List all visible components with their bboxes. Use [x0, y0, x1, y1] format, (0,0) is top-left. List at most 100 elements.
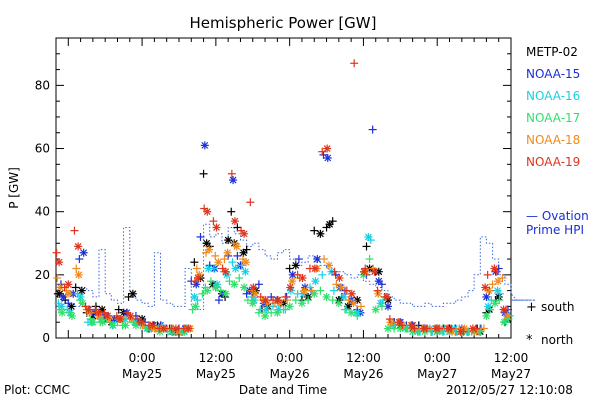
point-south: [293, 270, 302, 279]
legend-south-label: south: [541, 300, 575, 314]
x-tick-label-time: 0:00: [424, 351, 451, 365]
timestamp: 2012/05/27 12:10:08: [446, 383, 573, 397]
x-axis-label: Date and Time: [239, 383, 327, 397]
x-tick-label-date: May26: [270, 367, 310, 381]
point-north: [232, 242, 241, 251]
x-tick-label-date: May25: [196, 367, 236, 381]
point-north: [77, 286, 86, 295]
point-north: [360, 267, 369, 276]
point-north: [191, 302, 200, 311]
y-tick-label: 60: [35, 142, 50, 156]
legend-south-symbol: +: [526, 300, 537, 315]
point-north: [419, 324, 428, 333]
point-north: [84, 305, 93, 314]
point-north: [200, 141, 209, 150]
satellite-points: [52, 59, 514, 336]
point-north: [94, 308, 103, 317]
point-north: [205, 245, 214, 254]
point-north: [347, 289, 356, 298]
point-north: [159, 324, 168, 333]
point-north: [148, 321, 157, 330]
x-tick-label-time: 12:00: [199, 351, 234, 365]
point-south: [483, 270, 492, 279]
point-south: [291, 296, 300, 305]
point-north: [322, 292, 331, 301]
point-north: [190, 292, 199, 301]
point-north: [323, 144, 332, 153]
point-south: [498, 274, 507, 282]
x-tick-label-date: May27: [491, 367, 531, 381]
point-south: [227, 169, 236, 178]
point-north: [316, 229, 325, 238]
legend-item-noaa-18: NOAA-18: [526, 133, 580, 147]
point-north: [374, 277, 383, 286]
point-south: [342, 286, 351, 295]
point-south: [294, 255, 303, 264]
point-north: [251, 289, 260, 298]
legend-item-noaa-15: NOAA-15: [526, 67, 580, 81]
point-south: [340, 305, 349, 314]
point-north: [231, 264, 240, 273]
point-south: [330, 267, 339, 276]
point-north: [370, 267, 379, 276]
point-south: [196, 232, 205, 241]
legend: METP-02 NOAA-15 NOAA-16 NOAA-17 NOAA-18 …: [526, 45, 589, 348]
y-tick-label: 20: [35, 268, 50, 282]
point-north: [503, 311, 512, 320]
point-north: [85, 308, 94, 317]
point-north: [349, 299, 358, 308]
point-north: [88, 318, 97, 327]
point-north: [74, 242, 83, 251]
point-north: [325, 261, 333, 270]
point-north: [67, 311, 76, 320]
point-south: [235, 274, 244, 282]
x-tick-label-date: May27: [417, 367, 457, 381]
point-north: [382, 292, 391, 301]
point-south: [350, 59, 359, 68]
point-north: [499, 305, 508, 314]
point-south: [246, 198, 255, 207]
point-south: [75, 255, 84, 264]
point-north: [310, 264, 319, 273]
point-north: [299, 289, 308, 298]
point-south: [329, 286, 338, 295]
point-north: [273, 296, 282, 305]
point-south: [233, 251, 242, 260]
point-north: [468, 324, 477, 333]
point-north: [311, 277, 320, 286]
y-tick-label: 0: [42, 331, 50, 345]
point-north: [291, 261, 300, 270]
point-south: [356, 302, 365, 311]
point-south: [256, 292, 265, 301]
point-south: [227, 207, 236, 216]
point-north: [384, 324, 393, 333]
point-north: [128, 289, 137, 298]
point-north: [203, 286, 212, 295]
chart-title: Hemispheric Power [GW]: [190, 14, 377, 32]
point-north: [339, 292, 348, 301]
point-south: [206, 277, 215, 286]
point-north: [203, 207, 212, 216]
point-south: [71, 283, 80, 292]
point-north: [240, 229, 249, 238]
point-south: [211, 251, 220, 260]
point-north: [491, 299, 500, 308]
point-north: [241, 258, 250, 267]
point-north: [286, 283, 295, 292]
point-south: [316, 286, 325, 295]
x-tick-label-time: 0:00: [129, 351, 156, 365]
point-north: [74, 270, 83, 279]
point-north: [376, 299, 385, 308]
ovation-prime-hpi-line: [56, 223, 536, 311]
point-south: [353, 311, 362, 320]
x-tick-label-time: 12:00: [494, 351, 529, 365]
point-south: [495, 296, 504, 305]
legend-item-noaa-16: NOAA-16: [526, 89, 580, 103]
point-north: [240, 283, 249, 292]
point-south: [225, 277, 234, 286]
point-north: [239, 248, 248, 257]
point-north: [431, 324, 440, 333]
point-north: [262, 305, 271, 314]
point-north: [384, 302, 393, 311]
point-south: [198, 289, 207, 298]
